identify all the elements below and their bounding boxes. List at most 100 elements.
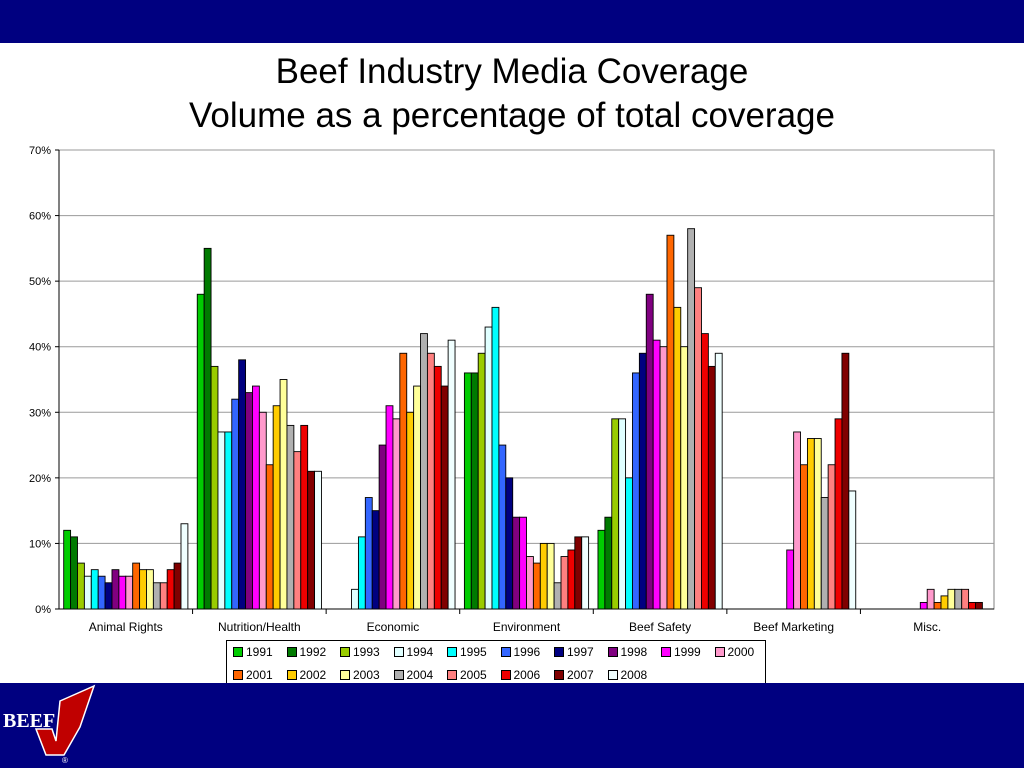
legend-label: 2001: [246, 668, 273, 682]
legend-swatch: [393, 646, 404, 657]
bar-2002-1: [139, 569, 147, 610]
bar-1997-1: [104, 582, 113, 610]
legend-item-2000: 2000: [714, 645, 755, 659]
bar-2004-2: [286, 424, 295, 610]
bar-1996-1: [97, 575, 106, 610]
bar-1995-3: [357, 536, 366, 610]
legend-item-2005: 2005: [447, 668, 487, 682]
legend-swatch: [340, 646, 350, 657]
bar-1994-5: [618, 418, 627, 610]
bar-2003-2: [279, 379, 288, 610]
bar-1991-4: [463, 372, 472, 610]
bar-1997-4: [505, 477, 514, 610]
legend-swatch: [233, 646, 243, 657]
bar-1992-1: [70, 536, 78, 610]
legend-swatch: [500, 646, 511, 657]
bar-1998-3: [378, 444, 387, 610]
y-tick-label: 70%: [29, 145, 51, 157]
chart-title: Beef Industry Media Coverage Volume as a…: [0, 50, 1024, 138]
logo-red-check: [34, 684, 96, 756]
bar-1996-4: [498, 444, 507, 610]
legend-label: 2000: [727, 645, 755, 659]
bar-2004-7: [954, 588, 963, 610]
bar-2005-2: [293, 451, 302, 610]
bar-2007-7: [975, 601, 983, 610]
bar-2003-4: [546, 542, 555, 610]
bar-2007-6: [841, 352, 850, 610]
bar-1992-5: [604, 516, 613, 610]
bar-2002-2: [272, 405, 281, 610]
y-tick-label: 20%: [29, 473, 51, 485]
bar-2008-3: [447, 339, 456, 610]
bar-2002-3: [406, 411, 415, 610]
bar-2004-3: [420, 333, 428, 610]
bar-1998-5: [645, 293, 654, 610]
bar-1999-3: [385, 405, 394, 610]
legend-item-1999: 1999: [661, 645, 701, 659]
legend-label: 2007: [567, 668, 594, 682]
bar-1997-5: [638, 352, 647, 610]
legend-label: 2004: [406, 668, 434, 682]
bar-1997-2: [238, 359, 247, 610]
bar-1996-3: [364, 497, 373, 610]
beef-logo: BEEF ®: [3, 684, 96, 765]
bar-1994-4: [484, 326, 493, 610]
legend-item-1991: 1991: [233, 645, 273, 659]
legend-label: 1995: [460, 645, 487, 659]
top-band: [0, 0, 1024, 43]
bar-2001-6: [800, 464, 808, 610]
legend-item-2003: 2003: [340, 668, 380, 682]
bar-1992-2: [203, 247, 212, 610]
legend-item-2008: 2008: [607, 668, 647, 682]
legend-label: 2002: [299, 668, 327, 682]
legend-label: 1996: [513, 645, 541, 659]
legend-label: 1997: [567, 645, 594, 659]
bar-2005-4: [560, 556, 569, 610]
legend-swatch: [447, 669, 457, 680]
legend-item-2002: 2002: [286, 668, 327, 682]
bar-1991-1: [63, 529, 72, 610]
legend-swatch: [554, 669, 564, 680]
y-tick-label: 10%: [29, 538, 51, 550]
bar-1993-5: [611, 418, 620, 610]
bar-2005-6: [827, 464, 836, 610]
legend-item-1992: 1992: [286, 645, 327, 659]
chart-legend: 1991 1992 1993 1994 1995 1996 1997 1998 1999 2000…: [226, 640, 766, 685]
bar-2008-4: [581, 536, 590, 610]
bar-2001-2: [265, 464, 274, 610]
legend-label: 2006: [513, 668, 541, 682]
bar-1993-1: [77, 562, 85, 610]
legend-item-1994: 1994: [393, 645, 433, 659]
legend-swatch: [607, 646, 618, 657]
bar-1997-3: [371, 510, 380, 610]
legend-swatch: [714, 646, 725, 657]
legend-swatch: [286, 646, 297, 657]
bar-1995-1: [90, 569, 99, 610]
bar-2007-3: [440, 385, 449, 610]
x-category-label: Beef Safety: [629, 620, 691, 634]
legend-label: 1999: [674, 645, 701, 659]
legend-item-2007: 2007: [554, 668, 594, 682]
bar-2001-7: [933, 601, 942, 610]
bar-1999-5: [652, 339, 661, 610]
bar-1995-5: [625, 477, 633, 610]
bar-2000-3: [392, 418, 401, 610]
bar-2005-7: [961, 588, 970, 610]
bar-2003-5: [680, 346, 689, 610]
logo-registered: ®: [62, 756, 68, 765]
legend-swatch: [286, 669, 297, 680]
bar-2001-3: [399, 352, 408, 610]
y-tick-label: 0%: [35, 604, 51, 616]
bar-chart: 0% 10% 20% 30% 40% 50% 60% 70% Animal Rights Nutr…: [29, 145, 995, 634]
y-tick-label: 50%: [29, 276, 51, 288]
legend-item-2004: 2004: [393, 668, 434, 682]
bar-2001-4: [532, 562, 541, 610]
y-tick-label: 30%: [29, 407, 51, 419]
bar-2006-3: [433, 365, 442, 610]
legend-label: 1992: [299, 645, 327, 659]
bar-2007-2: [307, 470, 316, 610]
bar-2000-7: [926, 588, 935, 610]
bar-2003-6: [813, 438, 822, 610]
bar-1995-4: [491, 306, 500, 610]
bar-1996-2: [231, 398, 240, 610]
